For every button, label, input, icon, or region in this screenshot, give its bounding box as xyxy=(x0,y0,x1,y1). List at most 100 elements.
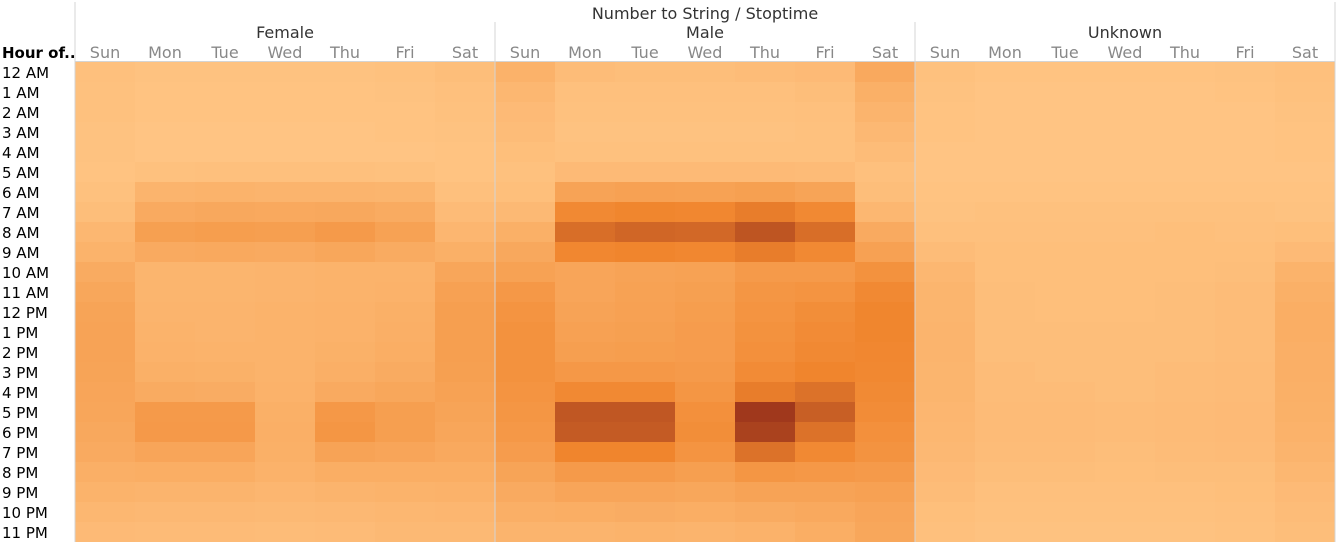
heatmap-cell xyxy=(1035,282,1095,302)
heatmap-cell xyxy=(795,422,855,442)
heatmap-cell xyxy=(615,202,675,222)
heatmap-cell xyxy=(795,302,855,322)
heatmap-cell xyxy=(435,322,495,342)
heatmap-cell xyxy=(975,402,1035,422)
day-label: Tue xyxy=(210,43,238,62)
heatmap-cell xyxy=(195,502,255,522)
heatmap-cell xyxy=(1035,342,1095,362)
heatmap-cell xyxy=(1275,362,1335,382)
heatmap-cell xyxy=(735,522,795,542)
heatmap-cell xyxy=(915,382,975,402)
heatmap-cell xyxy=(795,122,855,142)
heatmap-cell xyxy=(975,202,1035,222)
heatmap-cell xyxy=(675,142,735,162)
heatmap-cell xyxy=(615,422,675,442)
heatmap-cell xyxy=(555,402,615,422)
day-label: Sat xyxy=(872,43,898,62)
heatmap-cell xyxy=(315,222,375,242)
heatmap-cell xyxy=(1215,102,1275,122)
heatmap-cell xyxy=(315,462,375,482)
hour-label: 9 PM xyxy=(2,484,38,502)
day-label: Fri xyxy=(1235,43,1254,62)
heatmap-cell xyxy=(1275,222,1335,242)
heatmap-cell xyxy=(855,462,915,482)
heatmap-cell xyxy=(1095,282,1155,302)
heatmap-cell xyxy=(1095,302,1155,322)
heatmap-cell xyxy=(315,322,375,342)
heatmap-cell xyxy=(615,442,675,462)
heatmap-cell xyxy=(975,82,1035,102)
heatmap-cell xyxy=(195,382,255,402)
heatmap-cell xyxy=(255,82,315,102)
heatmap-cell xyxy=(555,282,615,302)
heatmap-cell xyxy=(315,502,375,522)
heatmap-cell xyxy=(855,522,915,542)
heatmap-cell xyxy=(975,422,1035,442)
heatmap-cell xyxy=(135,322,195,342)
heatmap-cell xyxy=(555,182,615,202)
hour-label: 12 AM xyxy=(2,64,49,82)
heatmap-cell xyxy=(135,302,195,322)
heatmap-cell xyxy=(375,402,435,422)
heatmap-cell xyxy=(615,322,675,342)
heatmap-cell xyxy=(195,442,255,462)
heatmap-cell xyxy=(735,422,795,442)
heatmap-cell xyxy=(195,482,255,502)
heatmap-cell xyxy=(1155,442,1215,462)
heatmap-cell xyxy=(435,222,495,242)
hour-label: 5 AM xyxy=(2,164,40,182)
heatmap-cell xyxy=(975,302,1035,322)
heatmap-cell xyxy=(1035,242,1095,262)
heatmap-cell xyxy=(735,122,795,142)
heatmap-cell xyxy=(195,182,255,202)
heatmap-cell xyxy=(195,142,255,162)
heatmap-cell xyxy=(1035,322,1095,342)
day-label: Sat xyxy=(452,43,478,62)
heatmap-cell xyxy=(135,122,195,142)
heatmap-cell xyxy=(1155,322,1215,342)
heatmap-cell xyxy=(975,142,1035,162)
heatmap-cell xyxy=(615,502,675,522)
heatmap-cell xyxy=(375,222,435,242)
heatmap-cell xyxy=(435,442,495,462)
heatmap-cell xyxy=(735,382,795,402)
heatmap-cell xyxy=(615,242,675,262)
heatmap-cell xyxy=(1095,402,1155,422)
chart-title: Number to String / Stoptime xyxy=(592,4,818,23)
heatmap-cell xyxy=(1035,382,1095,402)
heatmap-cell xyxy=(375,182,435,202)
heatmap-cell xyxy=(795,82,855,102)
heatmap-cell xyxy=(555,462,615,482)
heatmap-cell xyxy=(1155,362,1215,382)
heatmap-cell xyxy=(1155,122,1215,142)
heatmap-cell xyxy=(615,482,675,502)
heatmap-cell xyxy=(675,362,735,382)
heatmap-cell xyxy=(1095,382,1155,402)
heatmap-cell xyxy=(495,282,555,302)
heatmap-cell xyxy=(255,462,315,482)
heatmap-cell xyxy=(495,162,555,182)
day-label: Sat xyxy=(1292,43,1318,62)
heatmap-cell xyxy=(75,422,135,442)
heatmap-cell xyxy=(1215,342,1275,362)
heatmap-cell xyxy=(1275,402,1335,422)
hour-label: 7 PM xyxy=(2,444,38,462)
heatmap-cell xyxy=(735,82,795,102)
heatmap-cell xyxy=(735,282,795,302)
heatmap-cell xyxy=(735,62,795,82)
day-label: Mon xyxy=(568,43,602,62)
heatmap-cell xyxy=(735,202,795,222)
hour-label: 1 AM xyxy=(2,84,40,102)
heatmap-cell xyxy=(675,122,735,142)
day-label: Mon xyxy=(148,43,182,62)
heatmap-cell xyxy=(255,122,315,142)
heatmap-cell xyxy=(1035,402,1095,422)
heatmap-cell xyxy=(675,342,735,362)
heatmap-cell xyxy=(1155,282,1215,302)
heatmap-cell xyxy=(495,422,555,442)
heatmap-cell xyxy=(75,102,135,122)
heatmap-cell xyxy=(915,202,975,222)
hour-label: 6 AM xyxy=(2,184,40,202)
heatmap-cell xyxy=(1155,502,1215,522)
heatmap-cell xyxy=(195,222,255,242)
